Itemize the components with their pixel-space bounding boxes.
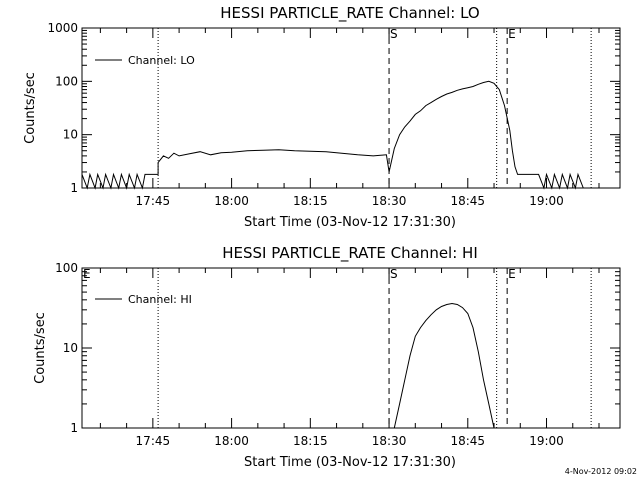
chart-panel-lo: HESSI PARTICLE_RATE Channel: LO 1 10 100 10…: [23, 4, 621, 230]
y-axis-ticks: 1 10 100 1000: [47, 21, 620, 195]
timestamp: 4-Nov-2012 09:02: [565, 467, 637, 476]
y-tick-label: 10: [63, 128, 78, 142]
plot-frame: [81, 27, 621, 189]
x-axis-label: Start Time (03-Nov-12 17:31:30): [244, 455, 456, 470]
legend-entry-label: Channel: HI: [128, 293, 192, 306]
marker-label: E: [83, 267, 91, 281]
y-tick-label: 1: [70, 421, 78, 435]
x-axis-ticks: 17:45 18:00 18:15 18:30 18:45 19:00: [99, 268, 600, 448]
chart-panel-hi: HESSI PARTICLE_RATE Channel: HI 1 10 100 1…: [33, 244, 621, 470]
y-tick-label: 10: [63, 341, 78, 355]
x-tick-label: 19:00: [529, 194, 564, 208]
x-tick-label: 18:45: [450, 194, 485, 208]
marker-label: E: [508, 27, 516, 41]
marker-label: S: [390, 267, 398, 281]
legend: Channel: HI: [95, 293, 192, 306]
y-axis-label: Counts/sec: [23, 72, 38, 144]
x-tick-label: 17:45: [136, 434, 171, 448]
legend-entry-label: Channel: LO: [128, 54, 195, 67]
y-axis-ticks: 1 10 100: [55, 261, 620, 435]
chart-title: HESSI PARTICLE_RATE Channel: LO: [220, 4, 479, 23]
y-tick-label: 1000: [47, 21, 78, 35]
plot-frame: [81, 267, 621, 429]
x-tick-label: 18:30: [372, 194, 407, 208]
x-axis-ticks: 17:45 18:00 18:15 18:30 18:45 19:00: [99, 28, 600, 208]
x-tick-label: 18:45: [450, 434, 485, 448]
x-tick-label: 18:15: [293, 434, 328, 448]
series-line-channel-lo: [81, 80, 592, 190]
x-tick-label: 18:00: [214, 194, 249, 208]
y-tick-label: 1: [70, 181, 78, 195]
x-tick-label: 19:00: [529, 434, 564, 448]
series-line-channel-hi: [393, 302, 495, 429]
x-tick-label: 18:30: [372, 434, 407, 448]
legend: Channel: LO: [95, 54, 195, 67]
x-tick-label: 17:45: [136, 194, 171, 208]
marker-label: S: [390, 27, 398, 41]
x-tick-label: 18:00: [214, 434, 249, 448]
chart-title: HESSI PARTICLE_RATE Channel: HI: [222, 244, 478, 263]
marker-label: E: [508, 267, 516, 281]
y-tick-label: 100: [55, 261, 78, 275]
y-tick-label: 100: [55, 74, 78, 88]
x-tick-label: 18:15: [293, 194, 328, 208]
x-axis-label: Start Time (03-Nov-12 17:31:30): [244, 215, 456, 230]
y-axis-label: Counts/sec: [33, 312, 48, 384]
